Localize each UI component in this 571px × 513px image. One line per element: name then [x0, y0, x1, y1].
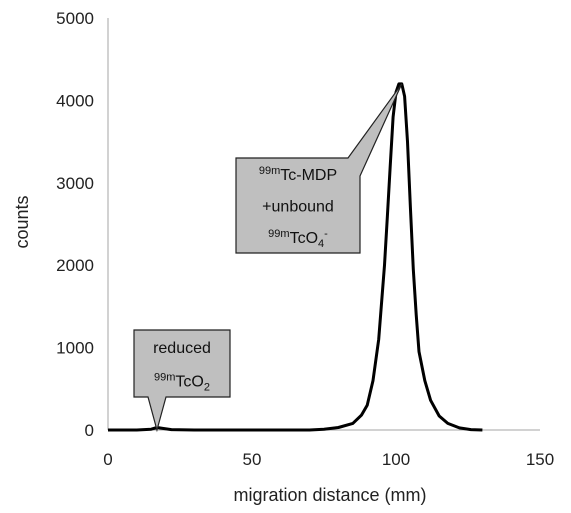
x-tick-label: 50: [243, 450, 262, 469]
y-tick-label: 2000: [56, 256, 94, 275]
x-tick-labels: 0 50 100 150: [103, 450, 554, 469]
y-tick-label: 0: [85, 421, 94, 440]
x-tick-label: 100: [382, 450, 410, 469]
y-tick-label: 1000: [56, 339, 94, 358]
callout: reduced 99mTcO2: [133, 329, 231, 433]
callout-box: [235, 83, 403, 254]
x-tick-label: 0: [103, 450, 112, 469]
y-tick-label: 4000: [56, 91, 94, 110]
callouts: 99mTc-MDP +unbound 99mTcO4- reduced 99mTcO2: [133, 83, 403, 433]
y-tick-label: 5000: [56, 9, 94, 28]
series-line: [108, 82, 483, 432]
callout: 99mTc-MDP +unbound 99mTcO4-: [235, 83, 403, 254]
callout-text: 99mTcO4-: [268, 228, 328, 250]
y-axis-title: counts: [12, 195, 32, 248]
callout-text: 99mTcO2: [154, 371, 210, 393]
x-tick-label: 150: [526, 450, 554, 469]
x-axis-title: migration distance (mm): [233, 485, 426, 505]
y-tick-labels: 0 1000 2000 3000 4000 5000: [56, 9, 94, 440]
callout-text: +unbound: [262, 199, 334, 216]
callout-box: [133, 329, 231, 433]
callout-text: reduced: [153, 340, 211, 357]
y-tick-label: 3000: [56, 174, 94, 193]
callout-text: 99mTc-MDP: [259, 165, 337, 184]
